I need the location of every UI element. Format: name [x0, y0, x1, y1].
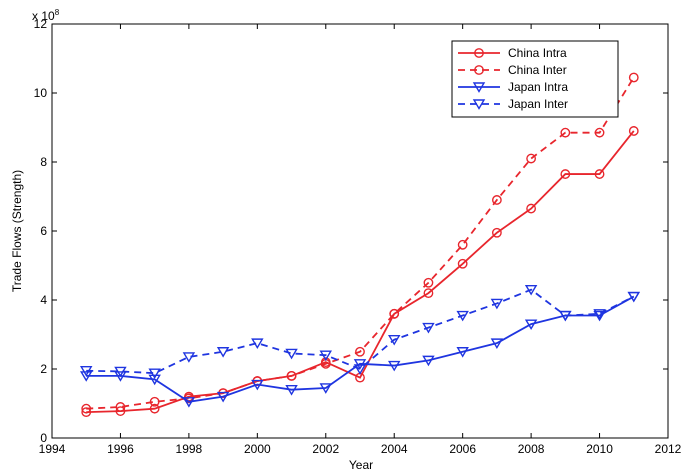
- legend-label: Japan Inter: [508, 97, 568, 111]
- legend-entry: China Intra: [458, 46, 567, 60]
- data-point: [387, 334, 401, 346]
- series-line: [86, 295, 635, 403]
- legend-marker: [474, 48, 484, 58]
- legend-entry: China Inter: [458, 63, 567, 77]
- legend-marker: [472, 99, 486, 110]
- data-point: [491, 227, 502, 238]
- data-point: [285, 348, 298, 360]
- data-point: [355, 346, 365, 357]
- data-point: [182, 397, 196, 408]
- series-japan-intra: [79, 291, 641, 408]
- data-point: [422, 355, 435, 367]
- data-point: [216, 391, 230, 403]
- data-point: [490, 338, 504, 350]
- x-tick-label: 2000: [244, 442, 271, 456]
- legend-marker: [474, 65, 484, 75]
- data-point: [182, 352, 196, 363]
- data-point: [593, 310, 606, 322]
- y-tick-label: 4: [40, 293, 47, 307]
- series-line: [86, 130, 635, 414]
- data-point: [251, 379, 264, 391]
- data-point: [422, 322, 435, 334]
- data-point: [627, 291, 641, 303]
- data-point: [114, 366, 127, 378]
- data-point: [79, 371, 93, 382]
- data-point: [216, 347, 230, 358]
- y-multiplier-exponent: 8: [55, 8, 60, 17]
- x-tick-label: 2008: [518, 442, 545, 456]
- x-tick-label: 1994: [39, 442, 66, 456]
- data-point: [456, 347, 469, 358]
- series-japan-inter: [79, 284, 641, 380]
- data-point: [251, 338, 264, 350]
- data-point: [319, 350, 333, 362]
- data-point: [491, 195, 502, 205]
- data-point: [524, 284, 538, 296]
- data-point: [285, 385, 298, 396]
- legend-entry: Japan Intra: [458, 80, 568, 94]
- data-point: [319, 383, 333, 394]
- data-point: [149, 396, 160, 407]
- data-point: [286, 370, 297, 381]
- y-tick-label: 6: [40, 224, 47, 238]
- data-point: [114, 371, 127, 382]
- x-tick-label: 2004: [381, 442, 408, 456]
- data-point: [628, 72, 639, 83]
- legend-marker: [472, 82, 486, 93]
- data-point: [148, 368, 161, 380]
- data-point: [457, 258, 468, 269]
- data-point: [490, 298, 504, 310]
- series-line: [86, 77, 635, 410]
- legend-label: China Inter: [508, 63, 567, 77]
- data-point: [353, 364, 367, 375]
- data-point: [560, 127, 571, 138]
- y-multiplier-label: x 108: [32, 8, 60, 23]
- y-tick-label: 10: [34, 86, 48, 100]
- data-point: [79, 366, 93, 377]
- data-point: [456, 310, 469, 322]
- data-point: [149, 403, 160, 414]
- x-tick-label: 1998: [176, 442, 203, 456]
- data-point: [423, 288, 434, 298]
- data-point: [524, 319, 538, 331]
- data-point: [628, 126, 639, 136]
- data-point: [560, 169, 571, 179]
- x-tick-label: 1996: [107, 442, 134, 456]
- legend-entry: Japan Inter: [458, 97, 568, 111]
- y-tick-label: 12: [34, 17, 48, 31]
- axes-layer: 1994 1996 1998 2000 2002 2004 2006 2008 2010 2012…: [34, 17, 681, 456]
- series-china-inter: [81, 72, 639, 414]
- legend-label: China Intra: [508, 46, 567, 60]
- data-point: [148, 374, 161, 386]
- y-axis-label: Trade Flows (Strength): [10, 170, 24, 292]
- y-tick-label: 8: [40, 155, 47, 169]
- data-point: [423, 277, 434, 288]
- data-point: [115, 406, 126, 416]
- data-point: [115, 402, 126, 412]
- x-tick-label: 2012: [655, 442, 681, 456]
- x-tick-label: 2002: [312, 442, 339, 456]
- data-point: [526, 203, 537, 214]
- data-point: [559, 310, 572, 322]
- data-point: [81, 403, 92, 414]
- data-point: [353, 359, 367, 370]
- data-point: [387, 360, 401, 372]
- data-point: [457, 239, 468, 250]
- x-tick-label: 2010: [586, 442, 613, 456]
- data-point: [526, 153, 537, 164]
- y-tick-label: 2: [40, 362, 47, 376]
- data-point: [593, 309, 606, 320]
- legend: China Intra China Inter Japan Intra Japan I…: [451, 40, 619, 118]
- data-point: [389, 308, 400, 319]
- data-point: [594, 169, 605, 179]
- data-point: [594, 127, 605, 138]
- x-tick-label: 2006: [449, 442, 476, 456]
- y-multiplier-base: x 10: [32, 9, 55, 23]
- x-axis-label: Year: [349, 458, 373, 472]
- y-tick-label: 0: [40, 431, 47, 445]
- legend-label: Japan Intra: [508, 80, 568, 94]
- series-layer: [79, 72, 641, 418]
